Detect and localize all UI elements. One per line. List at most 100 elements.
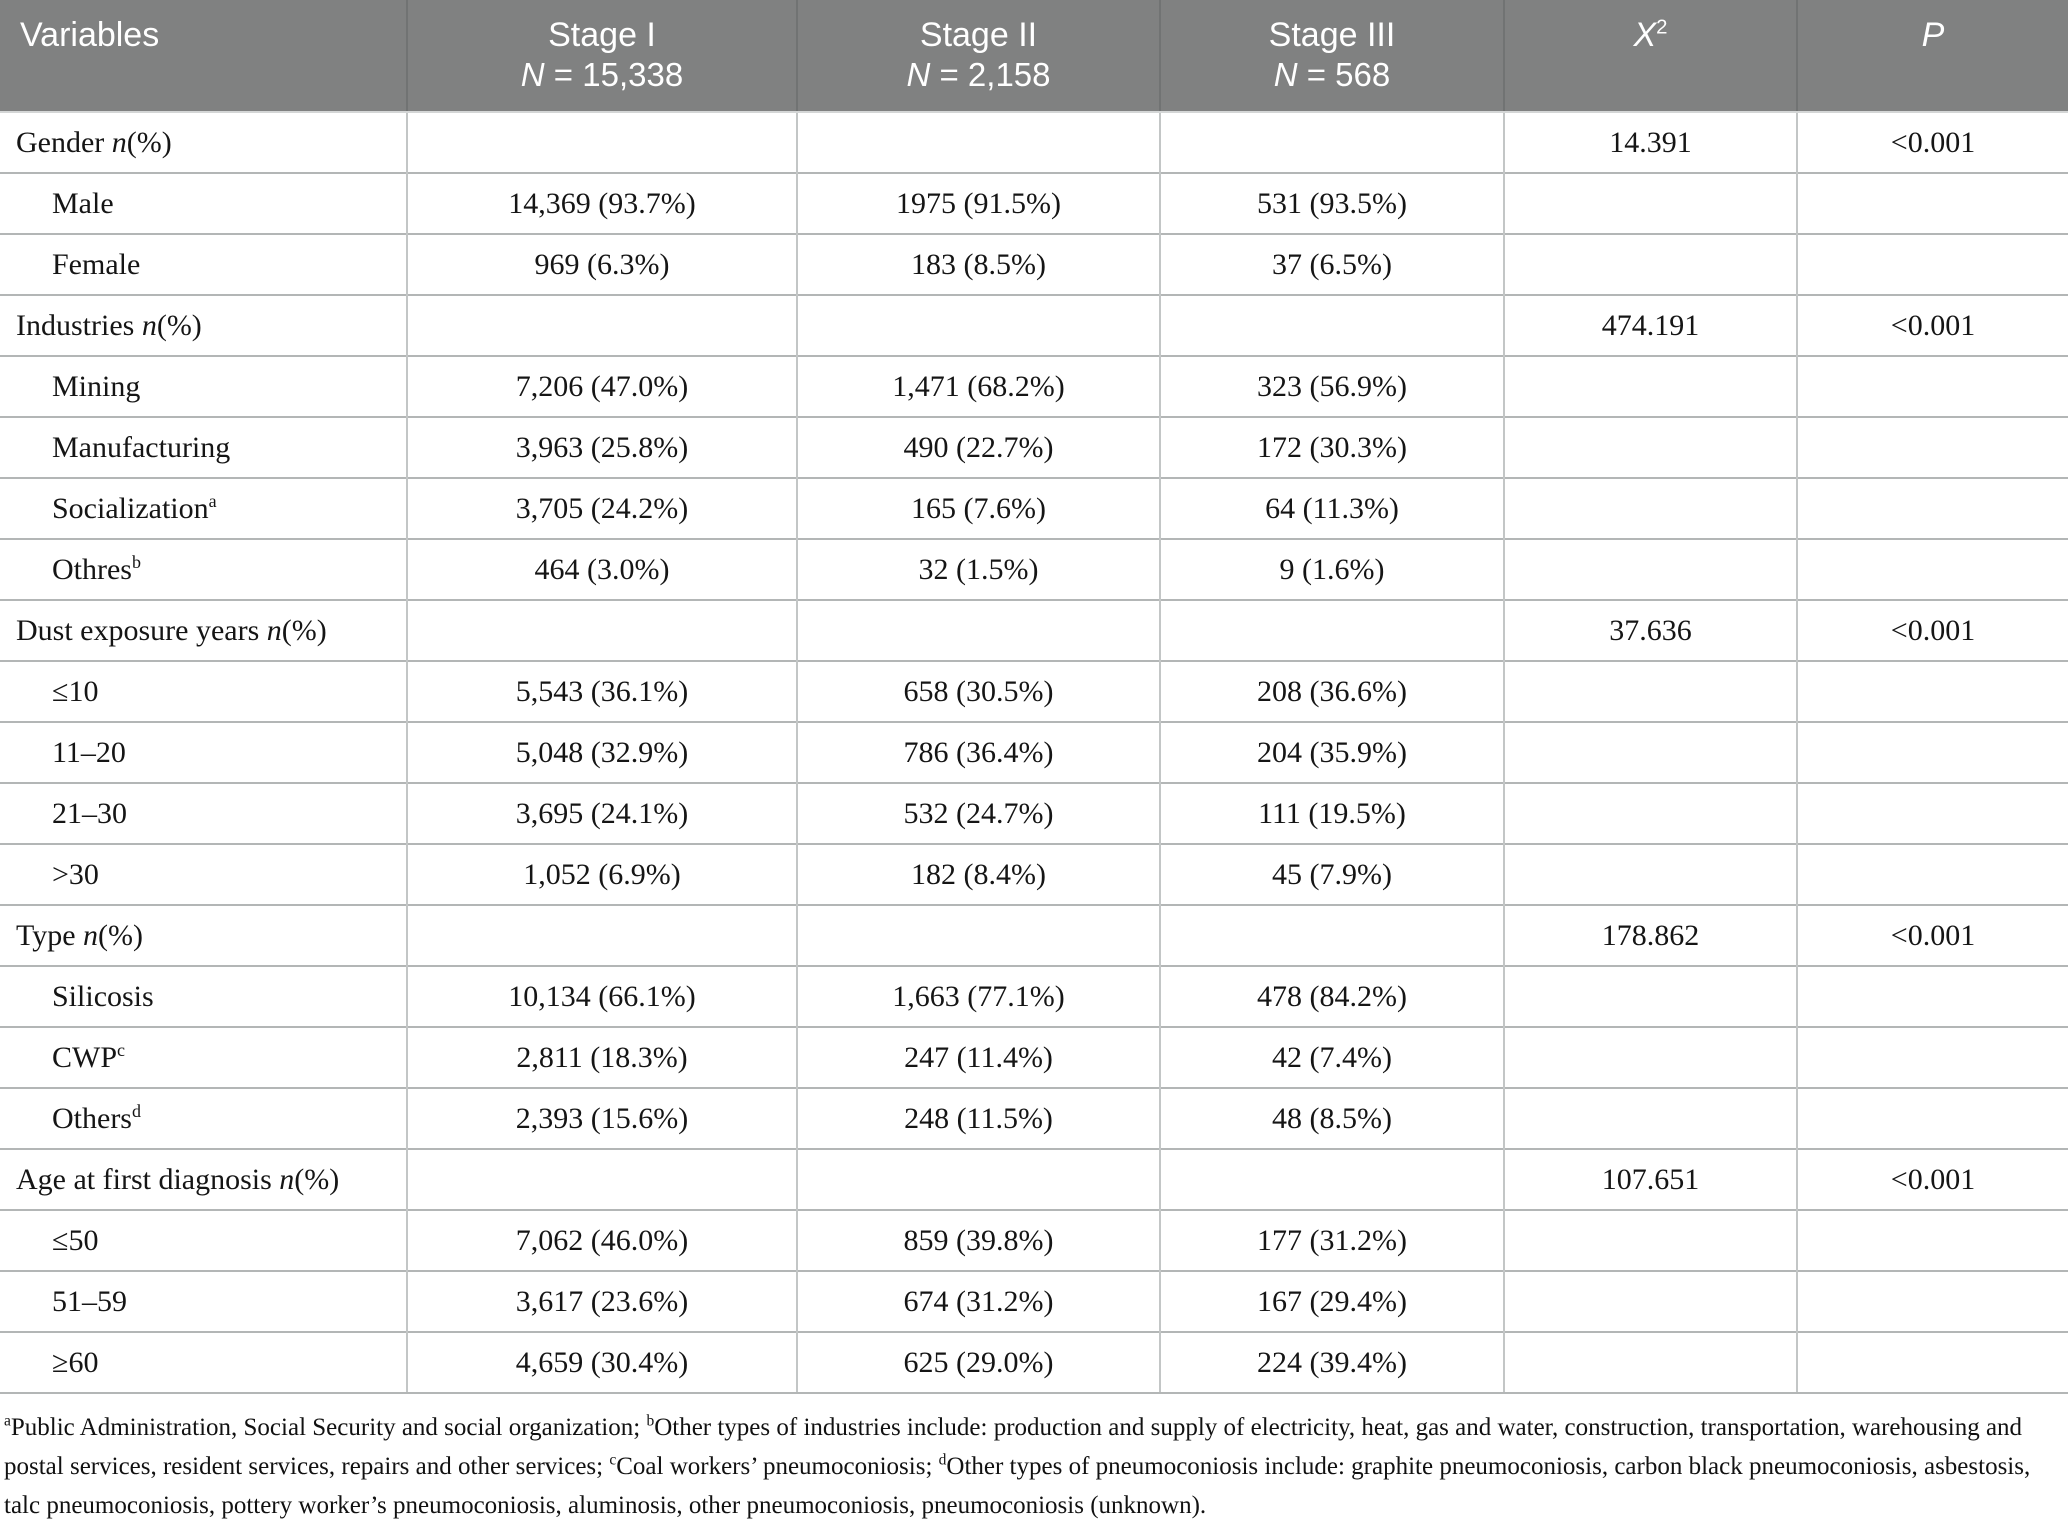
stage3-cell	[1159, 1148, 1504, 1210]
p-cell	[1796, 843, 2068, 905]
stage1-title: Stage I	[548, 16, 656, 54]
chi2-cell	[1503, 1331, 1797, 1394]
stage3-cell: 37 (6.5%)	[1159, 233, 1504, 295]
stage2-cell	[796, 112, 1160, 173]
stage3-cell: 224 (39.4%)	[1159, 1331, 1504, 1394]
stage3-cell: 9 (1.6%)	[1159, 538, 1504, 600]
variable-cell: Gender n(%)	[0, 112, 407, 173]
stage1-cell: 7,062 (46.0%)	[406, 1209, 797, 1271]
chi2-cell: 107.651	[1503, 1148, 1797, 1210]
chi2-cell	[1503, 660, 1797, 722]
chi2-cell	[1503, 1026, 1797, 1088]
table-row: Othersd 2,393 (15.6%) 248 (11.5%) 48 (8.…	[0, 1087, 2068, 1149]
stage2-cell: 859 (39.8%)	[796, 1209, 1160, 1271]
stage1-cell: 2,393 (15.6%)	[406, 1087, 797, 1149]
stage3-cell: 64 (11.3%)	[1159, 477, 1504, 539]
stage1-cell: 3,617 (23.6%)	[406, 1270, 797, 1332]
table-row: >30 1,052 (6.9%) 182 (8.4%) 45 (7.9%)	[0, 843, 2068, 905]
table-row: Silicosis 10,134 (66.1%) 1,663 (77.1%) 4…	[0, 965, 2068, 1027]
chi2-cell	[1503, 477, 1797, 539]
chi2-cell	[1503, 782, 1797, 844]
p-cell	[1796, 782, 2068, 844]
stage3-cell: 172 (30.3%)	[1159, 416, 1504, 478]
variable-cell: Othresb	[0, 538, 407, 600]
stage1-cell	[406, 904, 797, 966]
p-cell	[1796, 538, 2068, 600]
table-row: Manufacturing 3,963 (25.8%) 490 (22.7%) …	[0, 416, 2068, 478]
stage1-cell	[406, 1148, 797, 1210]
table-row: ≤10 5,543 (36.1%) 658 (30.5%) 208 (36.6%…	[0, 660, 2068, 722]
table-row: Type n(%) 178.862 <0.001	[0, 904, 2068, 966]
variable-cell: 11–20	[0, 721, 407, 783]
p-cell	[1796, 1026, 2068, 1088]
col-header-stage3: Stage III N = 568	[1159, 0, 1504, 113]
col-header-p-value: P	[1796, 0, 2068, 113]
p-cell	[1796, 1270, 2068, 1332]
table-row: Male 14,369 (93.7%) 1975 (91.5%) 531 (93…	[0, 172, 2068, 234]
chi2-cell	[1503, 355, 1797, 417]
stage2-n: N = 2,158	[906, 56, 1051, 93]
table-row: Female 969 (6.3%) 183 (8.5%) 37 (6.5%)	[0, 233, 2068, 295]
p-cell	[1796, 721, 2068, 783]
stage2-cell: 183 (8.5%)	[796, 233, 1160, 295]
stage1-cell: 2,811 (18.3%)	[406, 1026, 797, 1088]
variable-cell: Mining	[0, 355, 407, 417]
table-footnote: aPublic Administration, Social Security …	[4, 1412, 2031, 1519]
stage2-cell: 1,471 (68.2%)	[796, 355, 1160, 417]
stage1-cell: 3,963 (25.8%)	[406, 416, 797, 478]
table-row: 21–30 3,695 (24.1%) 532 (24.7%) 111 (19.…	[0, 782, 2068, 844]
table-row: ≤50 7,062 (46.0%) 859 (39.8%) 177 (31.2%…	[0, 1209, 2068, 1271]
stage2-cell: 532 (24.7%)	[796, 782, 1160, 844]
stage1-cell	[406, 599, 797, 661]
stage1-cell: 7,206 (47.0%)	[406, 355, 797, 417]
p-cell	[1796, 965, 2068, 1027]
chi2-cell	[1503, 1270, 1797, 1332]
stage2-cell: 1975 (91.5%)	[796, 172, 1160, 234]
stage3-cell: 111 (19.5%)	[1159, 782, 1504, 844]
stage1-cell: 1,052 (6.9%)	[406, 843, 797, 905]
stage2-cell: 165 (7.6%)	[796, 477, 1160, 539]
stage1-cell: 464 (3.0%)	[406, 538, 797, 600]
stage3-n: N = 568	[1273, 56, 1391, 93]
stage3-cell: 478 (84.2%)	[1159, 965, 1504, 1027]
stage2-cell: 182 (8.4%)	[796, 843, 1160, 905]
col-header-stage1: Stage I N = 15,338	[406, 0, 797, 113]
stage2-cell: 658 (30.5%)	[796, 660, 1160, 722]
chi2-cell: 178.862	[1503, 904, 1797, 966]
chi2-cell	[1503, 172, 1797, 234]
stage1-cell: 5,543 (36.1%)	[406, 660, 797, 722]
variable-cell: Socializationa	[0, 477, 407, 539]
table-row: CWPc 2,811 (18.3%) 247 (11.4%) 42 (7.4%)	[0, 1026, 2068, 1088]
stage2-cell: 786 (36.4%)	[796, 721, 1160, 783]
col-header-variables: Variables	[0, 0, 407, 113]
demographics-table: Variables Stage I N = 15,338 Stage II N …	[0, 0, 2068, 1394]
variable-cell: Silicosis	[0, 965, 407, 1027]
table-row: Age at first diagnosis n(%) 107.651 <0.0…	[0, 1148, 2068, 1210]
stage3-cell: 45 (7.9%)	[1159, 843, 1504, 905]
stage1-cell: 3,695 (24.1%)	[406, 782, 797, 844]
p-cell: <0.001	[1796, 599, 2068, 661]
stage2-cell: 490 (22.7%)	[796, 416, 1160, 478]
stage2-cell: 625 (29.0%)	[796, 1331, 1160, 1394]
stage2-cell: 247 (11.4%)	[796, 1026, 1160, 1088]
header-row: Variables Stage I N = 15,338 Stage II N …	[0, 0, 2068, 113]
stage3-cell: 48 (8.5%)	[1159, 1087, 1504, 1149]
stage1-n: N = 15,338	[520, 56, 684, 93]
chi2-cell: 37.636	[1503, 599, 1797, 661]
col-header-variables-label: Variables	[20, 16, 160, 54]
stage2-cell: 674 (31.2%)	[796, 1270, 1160, 1332]
p-cell: <0.001	[1796, 904, 2068, 966]
stage1-cell: 3,705 (24.2%)	[406, 477, 797, 539]
stage3-cell: 167 (29.4%)	[1159, 1270, 1504, 1332]
stage3-cell	[1159, 112, 1504, 173]
stage1-cell	[406, 294, 797, 356]
col-header-stage2: Stage II N = 2,158	[796, 0, 1160, 113]
table-row: Socializationa 3,705 (24.2%) 165 (7.6%) …	[0, 477, 2068, 539]
table-body: Gender n(%) 14.391 <0.001 Male 14,369 (9…	[0, 112, 2068, 1394]
stage3-title: Stage III	[1268, 16, 1396, 54]
stage3-cell	[1159, 294, 1504, 356]
p-cell	[1796, 416, 2068, 478]
variable-cell: ≤50	[0, 1209, 407, 1271]
p-cell	[1796, 1331, 2068, 1394]
